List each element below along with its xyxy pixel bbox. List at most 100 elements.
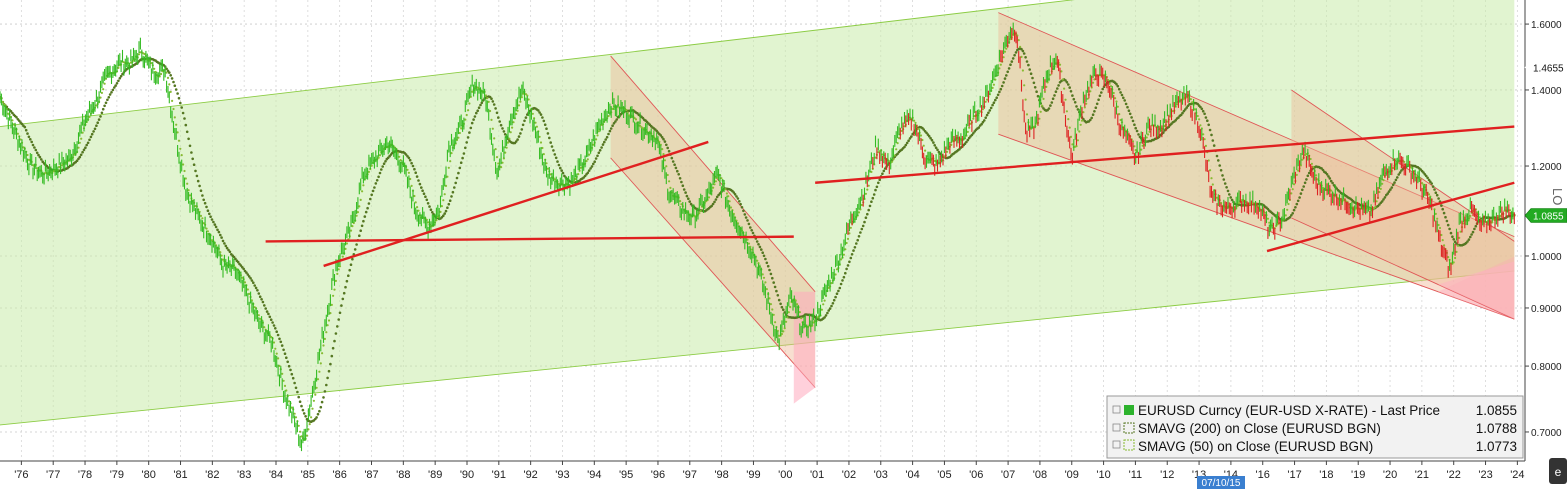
sma50-series-point-848 <box>1166 120 1169 123</box>
sma200-series-point-678 <box>932 141 935 144</box>
sma50-series-point-365 <box>501 161 504 164</box>
sma200-series-point-325 <box>446 206 449 209</box>
sma50-series-point-1052 <box>1447 256 1450 259</box>
sma200-series-point-560 <box>769 272 773 276</box>
sma200-series-point-1005 <box>1382 198 1385 201</box>
sma200-series-point-377 <box>517 135 521 138</box>
sma200-series-point-211 <box>289 368 292 372</box>
sma200-series-point-200 <box>274 327 277 330</box>
sma200-series-point-358 <box>491 100 495 103</box>
sma200-series-point-85 <box>115 82 119 85</box>
sma50-series-point-235 <box>322 344 325 347</box>
sma200-series-point-183 <box>250 279 254 282</box>
sma50-series-point-426 <box>585 160 588 163</box>
sma50-series-point-390 <box>535 125 539 128</box>
sma200-series-point-128 <box>174 88 178 91</box>
sma50-series-point-347 <box>476 86 479 89</box>
sma200-series-point-246 <box>337 318 341 321</box>
sma200-series-point-266 <box>364 210 368 214</box>
sma50-series-point-113 <box>154 70 157 74</box>
price-flag-1: 1.0855 <box>1524 208 1567 223</box>
sma200-series-point-329 <box>451 190 455 194</box>
sma200-series-point-277 <box>380 168 383 171</box>
trend-lines <box>265 125 1515 268</box>
sma200-series-point-1054 <box>1449 231 1453 235</box>
sma50-series-point-433 <box>595 138 598 141</box>
sma200-series-point-166 <box>227 248 230 252</box>
sma200-series-point-399 <box>548 136 551 140</box>
sma50-series-point-227 <box>311 407 314 410</box>
sma50-series-point-1056 <box>1452 261 1455 264</box>
sma200-series-point-1066 <box>1466 240 1469 243</box>
sma200-series-point-745 <box>1024 56 1027 59</box>
sma200-series-point-567 <box>779 302 782 306</box>
corner-button[interactable]: e <box>1549 458 1567 484</box>
sma200-series-point-641 <box>881 172 884 175</box>
sma50-series-point-825 <box>1134 149 1137 152</box>
sma50-series-point-302 <box>414 201 417 204</box>
sma200-series-point-938 <box>1290 214 1293 217</box>
sma200-series-point-161 <box>220 236 223 239</box>
price-flag-text-1: 1.0855 <box>1533 211 1564 222</box>
sma200-series-point-1040 <box>1430 182 1433 185</box>
sma200-series-point-607 <box>834 295 837 299</box>
sma200-series-point-714 <box>981 120 985 124</box>
sma50-series-point-655 <box>900 129 903 132</box>
sma50-series-point-846 <box>1163 125 1166 128</box>
y-tick-label-1: 0.8000 <box>1531 362 1562 373</box>
sma200-series-point-602 <box>827 309 830 312</box>
sma200-series-point-199 <box>272 324 276 327</box>
sma200-series-point-862 <box>1185 106 1188 109</box>
price-series <box>0 22 1515 452</box>
sma50-series-point-1097 <box>1509 209 1512 212</box>
sma50-series-point-268 <box>367 170 370 173</box>
sma50-series-point-260 <box>356 211 359 214</box>
sma200-series-point-236 <box>323 390 327 393</box>
sma50-series-point-834 <box>1147 133 1150 136</box>
sma50-series-point-297 <box>407 171 410 174</box>
sma50-series-point-795 <box>1093 78 1096 81</box>
x-tick-label-0: '76 <box>14 469 28 481</box>
sma50-series-point-57 <box>77 146 80 149</box>
sma50-series-point-218 <box>299 430 302 433</box>
sma50-series-point-1046 <box>1438 226 1442 230</box>
sma200-series-point-1037 <box>1426 176 1429 180</box>
sma200-series-point-849 <box>1167 125 1171 129</box>
sma200-series-point-231 <box>316 412 320 416</box>
sma200-series-point-796 <box>1094 106 1098 109</box>
sma200-series-point-82 <box>111 88 115 92</box>
sma200-series-point-182 <box>249 277 252 280</box>
sma200-series-point-440 <box>604 138 607 141</box>
sma200-series-point-764 <box>1050 101 1054 104</box>
sma200-series-point-965 <box>1327 175 1330 178</box>
sma200-series-point-269 <box>369 197 372 201</box>
sma200-series-point-702 <box>965 140 968 144</box>
sma200-series-point-769 <box>1057 84 1060 87</box>
sma50-series-point-377 <box>517 104 521 107</box>
x-tick-label-2: '78 <box>78 469 92 481</box>
sma50-series-point-779 <box>1071 143 1074 146</box>
sma200-series-point-149 <box>203 201 207 205</box>
x-tick-label-17: '93 <box>555 469 569 481</box>
sma50-series-point-483 <box>663 159 667 162</box>
sma50-series-point-786 <box>1080 119 1084 122</box>
sma200-series-point-122 <box>166 69 170 73</box>
sma200-series-point-74 <box>100 111 104 115</box>
sma50-series-point-230 <box>315 386 318 389</box>
sma200-series-point-207 <box>283 352 287 356</box>
x-tick-label-9: '85 <box>301 469 315 481</box>
sma200-series-point-726 <box>998 90 1001 94</box>
sma200-series-point-21 <box>27 135 31 139</box>
sma50-series-point-669 <box>919 134 923 137</box>
sma50-series-point-320 <box>439 210 442 213</box>
sma200-series-point-380 <box>521 123 525 127</box>
sma200-series-point-626 <box>860 227 864 231</box>
sma200-series-point-1009 <box>1387 190 1391 193</box>
sma200-series-point-742 <box>1020 47 1023 51</box>
sma50-series-point-232 <box>318 370 321 373</box>
sma200-series-point-196 <box>268 315 272 319</box>
sma200-series-point-642 <box>882 169 886 173</box>
sma50-series-point-261 <box>358 205 361 208</box>
sma50-series-point-161 <box>220 254 223 257</box>
sma50-series-point-289 <box>396 151 399 154</box>
